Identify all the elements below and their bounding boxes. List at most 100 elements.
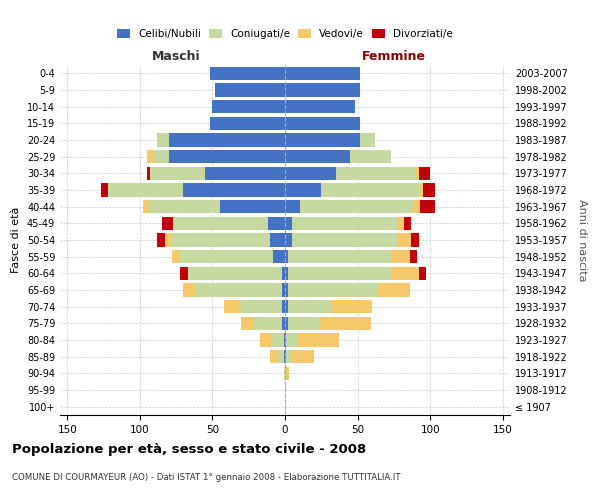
Bar xyxy=(285,134,361,146)
Bar xyxy=(164,234,172,246)
Bar xyxy=(285,200,299,213)
Bar xyxy=(285,100,355,114)
Bar xyxy=(184,284,195,296)
Bar xyxy=(299,200,413,213)
Bar xyxy=(161,216,173,230)
Bar xyxy=(188,266,282,280)
Bar xyxy=(147,150,154,164)
Y-axis label: Anni di nascita: Anni di nascita xyxy=(577,198,587,281)
Bar xyxy=(288,266,392,280)
Bar xyxy=(397,234,411,246)
Bar xyxy=(331,300,372,314)
Legend: Celibi/Nubili, Coniugati/e, Vedovi/e, Divorziati/e: Celibi/Nubili, Coniugati/e, Vedovi/e, Di… xyxy=(113,24,457,44)
Y-axis label: Fasce di età: Fasce di età xyxy=(11,207,21,273)
Bar xyxy=(272,334,284,346)
Bar xyxy=(285,116,361,130)
Bar xyxy=(285,166,336,180)
Text: Popolazione per età, sesso e stato civile - 2008: Popolazione per età, sesso e stato civil… xyxy=(12,442,366,456)
Bar xyxy=(413,200,420,213)
Bar xyxy=(179,250,274,264)
Bar xyxy=(285,334,286,346)
Bar xyxy=(298,334,339,346)
Bar xyxy=(173,216,268,230)
Bar xyxy=(321,184,420,196)
Bar xyxy=(224,300,239,314)
Bar xyxy=(184,184,285,196)
Bar xyxy=(292,350,314,364)
Bar xyxy=(260,334,272,346)
Bar xyxy=(404,216,411,230)
Bar xyxy=(336,166,416,180)
Bar xyxy=(285,216,292,230)
Bar xyxy=(285,266,288,280)
Bar xyxy=(410,250,417,264)
Bar xyxy=(253,316,282,330)
Bar xyxy=(361,134,375,146)
Bar xyxy=(169,134,285,146)
Bar xyxy=(288,250,392,264)
Bar xyxy=(215,84,285,96)
Bar xyxy=(285,150,350,164)
Bar xyxy=(292,216,397,230)
Bar xyxy=(282,266,285,280)
Bar xyxy=(282,300,285,314)
Bar xyxy=(284,334,285,346)
Bar xyxy=(241,316,253,330)
Bar xyxy=(282,316,285,330)
Bar xyxy=(150,200,220,213)
Bar xyxy=(285,350,286,364)
Bar xyxy=(285,284,288,296)
Bar xyxy=(271,234,285,246)
Bar xyxy=(420,184,423,196)
Bar xyxy=(392,250,410,264)
Bar xyxy=(209,116,285,130)
Bar xyxy=(285,250,288,264)
Bar xyxy=(288,300,331,314)
Bar xyxy=(169,150,285,164)
Bar xyxy=(285,184,321,196)
Bar xyxy=(271,350,278,364)
Bar xyxy=(157,134,169,146)
Bar xyxy=(285,366,286,380)
Bar xyxy=(285,66,361,80)
Bar xyxy=(284,366,285,380)
Text: COMUNE DI COURMAYEUR (AO) - Dati ISTAT 1° gennaio 2008 - Elaborazione TUTTITALIA: COMUNE DI COURMAYEUR (AO) - Dati ISTAT 1… xyxy=(12,472,401,482)
Bar xyxy=(423,184,434,196)
Bar xyxy=(181,266,188,280)
Bar xyxy=(147,166,150,180)
Bar xyxy=(274,250,285,264)
Bar xyxy=(209,66,285,80)
Bar xyxy=(285,300,288,314)
Bar xyxy=(419,266,426,280)
Bar xyxy=(285,234,292,246)
Bar xyxy=(150,166,205,180)
Bar xyxy=(239,300,282,314)
Bar xyxy=(205,166,285,180)
Bar xyxy=(108,184,184,196)
Bar xyxy=(416,166,419,180)
Bar xyxy=(285,384,286,396)
Bar xyxy=(378,284,410,296)
Bar xyxy=(320,316,371,330)
Bar xyxy=(285,84,361,96)
Bar xyxy=(220,200,285,213)
Bar xyxy=(350,150,391,164)
Bar xyxy=(288,316,320,330)
Bar xyxy=(278,350,284,364)
Bar xyxy=(286,366,289,380)
Bar xyxy=(212,100,285,114)
Bar xyxy=(286,350,292,364)
Bar xyxy=(172,234,271,246)
Bar xyxy=(268,216,285,230)
Text: Femmine: Femmine xyxy=(362,50,426,64)
Bar xyxy=(288,284,378,296)
Bar xyxy=(195,284,282,296)
Bar xyxy=(411,234,419,246)
Bar xyxy=(397,216,404,230)
Bar xyxy=(157,234,164,246)
Bar xyxy=(285,316,288,330)
Bar xyxy=(286,334,298,346)
Bar xyxy=(292,234,397,246)
Bar xyxy=(143,200,150,213)
Bar xyxy=(101,184,108,196)
